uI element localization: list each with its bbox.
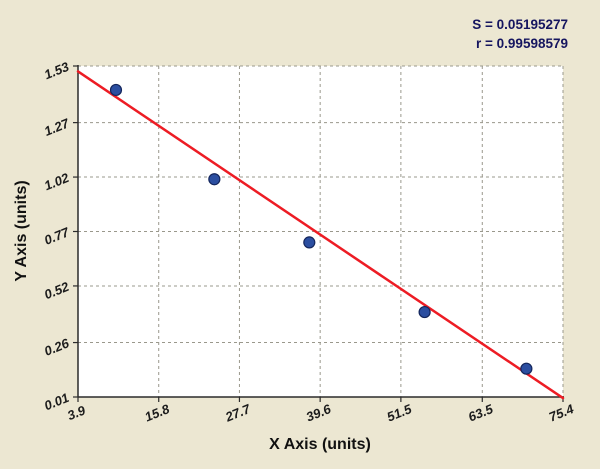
y-tick-label: 1.02 xyxy=(42,170,72,194)
y-tick-label: 0.52 xyxy=(42,279,72,303)
data-point xyxy=(520,362,533,375)
x-tick-label: 3.9 xyxy=(65,402,88,423)
x-tick-label: 63.5 xyxy=(466,401,496,425)
regression-line xyxy=(76,70,565,400)
x-tick-label: 15.8 xyxy=(142,401,172,425)
data-point xyxy=(208,173,221,186)
y-tick-label: 0.77 xyxy=(42,224,72,248)
x-axis-title: X Axis (units) xyxy=(269,436,371,453)
data-point xyxy=(418,305,431,319)
x-tick-label: 75.4 xyxy=(547,401,577,425)
stat-standard-error: S = 0.05195277 xyxy=(472,17,568,32)
fit-statistics: S = 0.05195277 r = 0.99598579 xyxy=(472,16,568,54)
data-point xyxy=(303,236,316,249)
y-tick-label: 0.26 xyxy=(42,335,72,359)
data-point xyxy=(109,83,123,97)
x-tick-label: 39.6 xyxy=(304,401,334,425)
stat-correlation: r = 0.99598579 xyxy=(476,35,568,51)
y-tick-label: 1.27 xyxy=(42,115,72,139)
x-tick-label: 51.5 xyxy=(385,401,415,425)
x-tick-label: 27.7 xyxy=(222,401,253,425)
y-tick-label: 1.53 xyxy=(42,59,72,83)
y-axis-title: Y Axis (units) xyxy=(13,180,30,282)
